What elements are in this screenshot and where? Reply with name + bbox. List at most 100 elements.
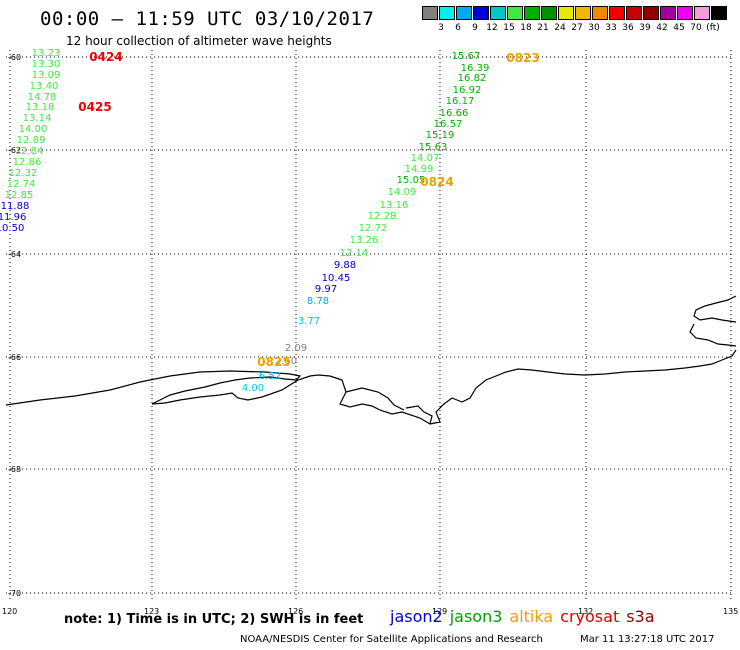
wave-height-value: 15.19: [426, 130, 455, 141]
scale-label: 70: [690, 23, 702, 33]
longitude-label: 120: [2, 607, 17, 616]
scale-label: 9: [472, 23, 478, 33]
pass-time-tag: 0425: [78, 100, 111, 114]
wave-height-value: 12.84: [15, 146, 44, 157]
latitude-label: -68: [8, 465, 21, 474]
wave-height-value: 14.07: [411, 153, 440, 164]
scale-label: 45: [673, 23, 685, 33]
wave-height-value: 8.78: [307, 296, 329, 307]
scale-swatch: [626, 6, 642, 20]
coastline-east-island: [689, 323, 737, 347]
wave-height-value: 2.09: [285, 343, 307, 354]
scale-label: 24: [554, 23, 566, 33]
map-subtitle: 12 hour collection of altimeter wave hei…: [66, 34, 332, 48]
wave-height-value: 12.74: [7, 179, 36, 190]
wave-height-value: 15.67: [452, 51, 481, 62]
lat-lon-grid: -60 -62 -64 -66 -68 -70 120 123 126 129 132 135: [2, 50, 738, 616]
longitude-label: 126: [288, 607, 303, 616]
wave-height-value: 12.85: [5, 190, 34, 201]
scale-swatch: [660, 6, 676, 20]
scale-label: 3: [438, 23, 444, 33]
scale-label: 15: [503, 23, 515, 33]
wave-height-value: 13.14: [23, 113, 52, 124]
scale-swatch: [439, 6, 455, 20]
legend-satellite: altika: [509, 607, 554, 626]
wave-height-value: 14.99: [405, 164, 434, 175]
wave-height-value: 16.17: [446, 96, 475, 107]
scale-label: 21: [537, 23, 549, 33]
pass-time-tag: 0825: [257, 355, 290, 369]
wave-height-value: 2.60: [275, 356, 297, 367]
satellite-legend: jason2 jason3 altika cryosat s3a: [390, 607, 662, 626]
scale-label: 39: [639, 23, 651, 33]
map-frame: [6, 50, 734, 600]
wave-height-value: 9.88: [334, 260, 356, 271]
scale-label: 18: [520, 23, 532, 33]
wave-height-value: 12.72: [359, 223, 388, 234]
scale-swatch: [473, 6, 489, 20]
scale-label: 27: [571, 23, 583, 33]
wave-height-value: 9.97: [315, 284, 337, 295]
scale-label: 42: [656, 23, 668, 33]
scale-swatch: [524, 6, 540, 20]
latitude-label: -62: [8, 146, 21, 155]
scale-label: 33: [605, 23, 617, 33]
pass-time-tag: 0424: [89, 50, 122, 64]
coastline-headland: [405, 405, 433, 425]
wave-height-value: 10.45: [322, 273, 351, 284]
wave-height-value: 12.86: [13, 157, 42, 168]
wave-height-value: 16.66: [440, 108, 469, 119]
wave-height-value: 16.82: [458, 73, 487, 84]
coastline: [5, 295, 737, 425]
wave-height-value: 14.78: [28, 92, 57, 103]
coastline-inlet: [345, 387, 405, 411]
scale-swatch: [575, 6, 591, 20]
scale-swatch: [609, 6, 625, 20]
scale-swatch: [490, 6, 506, 20]
scale-label: 12: [486, 23, 498, 33]
wave-height-value: 6.52: [259, 371, 281, 382]
longitude-label: 132: [578, 607, 593, 616]
wave-height-value: 13.09: [32, 70, 61, 81]
wave-height-value: 12.32: [9, 168, 38, 179]
scale-swatch: [507, 6, 523, 20]
wave-height-value: 13.16: [380, 200, 409, 211]
legend-satellite: s3a: [626, 607, 655, 626]
wave-height-value: 12.28: [368, 211, 397, 222]
scale-swatch: [677, 6, 693, 20]
wave-height-value: 12.89: [17, 135, 46, 146]
scale-swatch: [456, 6, 472, 20]
scale-swatch: [711, 6, 727, 20]
wave-height-value: 15.63: [419, 142, 448, 153]
wave-height-value: 15.05: [397, 175, 426, 186]
scale-swatch: [643, 6, 659, 20]
latitude-label: -70: [8, 589, 21, 598]
wave-height-value: 4.00: [242, 383, 264, 394]
legend-satellite: jason2: [390, 607, 443, 626]
latitude-label: -60: [8, 53, 21, 62]
scale-label: (ft): [706, 23, 720, 33]
pass-time-tag: 0824: [420, 175, 453, 189]
wave-height-value: 13.23: [32, 48, 61, 59]
latitude-label: -66: [8, 353, 21, 362]
wave-height-value: 13.18: [26, 102, 55, 113]
footer-credit: NOAA/NESDIS Center for Satellite Applica…: [240, 634, 543, 645]
scale-swatch: [592, 6, 608, 20]
scale-swatch: [541, 6, 557, 20]
legend-satellite: jason3: [449, 607, 503, 626]
wave-height-value: 12.14: [340, 248, 369, 259]
scale-label: 36: [622, 23, 634, 33]
pass-time-tag: 0823: [506, 51, 539, 65]
scale-label: 6: [455, 23, 461, 33]
map-title: 00:00 – 11:59 UTC 03/10/2017: [40, 8, 375, 30]
legend-satellite: cryosat: [560, 607, 620, 626]
wave-height-value: 14.09: [388, 187, 417, 198]
scale-label: 30: [588, 23, 600, 33]
antarctic-coastline: [5, 349, 737, 425]
footer-timestamp: Mar 11 13:27:18 UTC 2017: [580, 634, 715, 645]
longitude-label: 123: [144, 607, 159, 616]
coastline-east: [693, 295, 737, 323]
wave-height-value: 16.92: [453, 85, 482, 96]
longitude-label: 135: [723, 607, 738, 616]
